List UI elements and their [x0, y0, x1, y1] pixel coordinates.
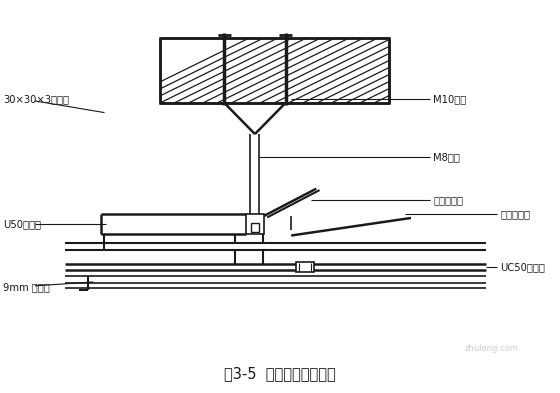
- Text: UC50次龙骨: UC50次龙骨: [500, 262, 545, 272]
- Text: zhulong.com: zhulong.com: [465, 344, 519, 353]
- Bar: [251, 224, 259, 232]
- Text: M10胀栓: M10胀栓: [433, 94, 466, 104]
- Text: 9mm 石膏板: 9mm 石膏板: [3, 282, 50, 292]
- Bar: [296, 262, 314, 272]
- Text: 主龙骨吊件: 主龙骨吊件: [433, 195, 463, 206]
- Text: M8吊筋: M8吊筋: [433, 152, 460, 162]
- Text: 图3-5  石膏板吊顶剖面图: 图3-5 石膏板吊顶剖面图: [224, 367, 336, 382]
- Bar: [246, 214, 264, 233]
- Bar: [160, 39, 389, 103]
- Text: 次龙骨吊件: 次龙骨吊件: [500, 209, 530, 219]
- Text: U50主龙骨: U50主龙骨: [3, 219, 41, 229]
- Text: 30×30×3角钢件: 30×30×3角钢件: [3, 94, 69, 104]
